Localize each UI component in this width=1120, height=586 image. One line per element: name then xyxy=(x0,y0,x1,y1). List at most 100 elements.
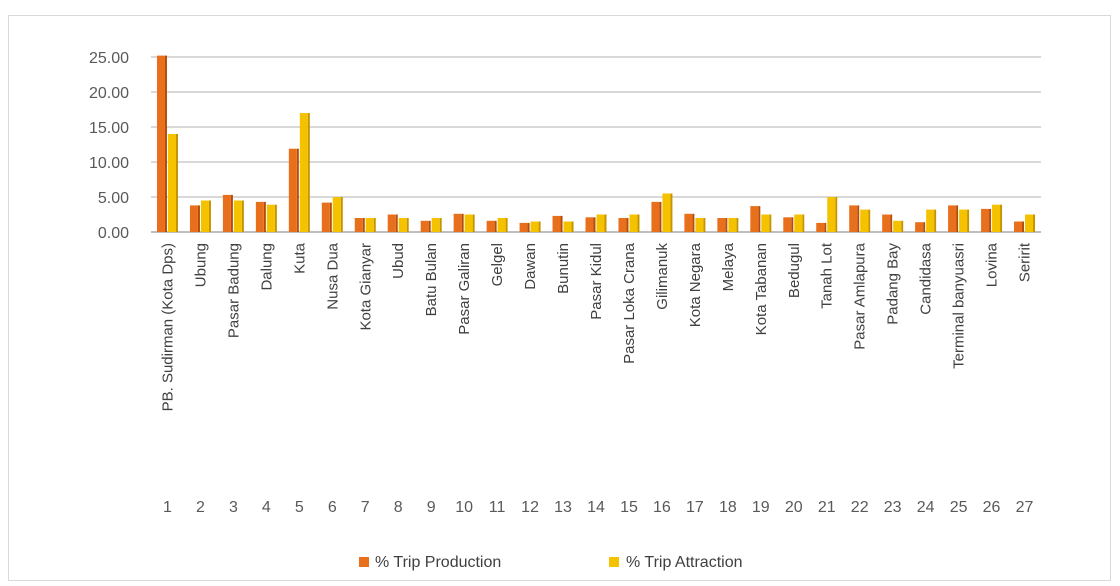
category-label: Gelgel xyxy=(489,243,506,286)
bar-attraction xyxy=(299,113,308,232)
category-label: Kuta xyxy=(291,242,308,274)
category-label: Seririt xyxy=(1017,242,1034,282)
index-label: 27 xyxy=(1016,499,1034,516)
index-label: 26 xyxy=(983,499,1001,516)
category-label: Dalung xyxy=(258,243,275,291)
bar-production-side xyxy=(263,201,266,232)
index-label: 15 xyxy=(620,499,638,516)
bar-production xyxy=(189,205,198,232)
index-label: 6 xyxy=(328,499,337,516)
category-label: Pasar Amlapura xyxy=(852,242,869,349)
legend-label-attraction: % Trip Attraction xyxy=(626,554,743,571)
bar-production-side xyxy=(857,205,860,232)
bar-attraction-side xyxy=(868,209,871,232)
index-label: 9 xyxy=(427,499,436,516)
category-label: Nusa Dua xyxy=(324,242,341,309)
bar-attraction-side xyxy=(175,134,178,232)
index-label: 21 xyxy=(818,499,836,516)
bar-attraction-side xyxy=(703,218,706,232)
bar-attraction xyxy=(695,218,704,232)
bar-attraction-side xyxy=(1000,204,1003,232)
bar-production-side xyxy=(824,222,827,232)
index-label: 20 xyxy=(785,499,803,516)
index-label: 12 xyxy=(521,499,539,516)
bar-attraction-side xyxy=(670,193,673,232)
category-label: Kota Gianyar xyxy=(357,243,374,331)
bar-production-side xyxy=(626,218,629,232)
bar-production xyxy=(453,213,462,232)
bar-attraction xyxy=(596,214,605,232)
bar-production-side xyxy=(527,222,530,232)
index-label: 25 xyxy=(950,499,968,516)
bar-production xyxy=(948,205,957,232)
category-label: Pasar Badung xyxy=(225,243,242,338)
bar-attraction-side xyxy=(439,218,442,232)
category-label: Kota Negara xyxy=(687,242,704,327)
bar-production-side xyxy=(725,218,728,232)
bars xyxy=(156,55,1036,232)
bar-attraction-side xyxy=(604,214,607,232)
bar-attraction xyxy=(497,218,506,232)
category-label: Melaya xyxy=(720,242,737,291)
bar-attraction xyxy=(563,221,572,232)
bar-production xyxy=(750,206,759,232)
bar-attraction-side xyxy=(967,209,970,232)
y-axis-ticks: 0.00 5.00 10.00 15.00 20.00 25.00 xyxy=(89,50,129,242)
y-tick-label: 15.00 xyxy=(89,120,129,137)
bar-attraction xyxy=(827,197,836,232)
bar-production xyxy=(585,217,594,232)
category-label: Candidasa xyxy=(918,242,935,314)
bar-attraction-side xyxy=(637,214,640,232)
index-label: 14 xyxy=(587,499,605,516)
bar-attraction xyxy=(464,214,473,232)
bar-production xyxy=(387,214,396,232)
index-label: 24 xyxy=(917,499,935,516)
bar-production xyxy=(816,222,825,232)
category-label: Padang Bay xyxy=(885,243,902,325)
bar-production-side xyxy=(791,217,794,232)
bar-attraction xyxy=(959,209,968,232)
bar-production-side xyxy=(659,201,662,232)
index-label: 8 xyxy=(394,499,403,516)
bar-production-side xyxy=(296,148,299,232)
bar-production xyxy=(849,205,858,232)
index-label: 19 xyxy=(752,499,770,516)
bar-production-side xyxy=(923,222,926,232)
category-label: Ubud xyxy=(390,243,407,279)
bar-production xyxy=(1014,221,1023,232)
bar-attraction xyxy=(761,214,770,232)
index-label: 16 xyxy=(653,499,671,516)
category-label: Pasar Loka Crana xyxy=(621,242,638,364)
bar-attraction-side xyxy=(505,218,508,232)
legend-swatch-attraction xyxy=(609,557,619,567)
category-label: Dawan xyxy=(522,243,539,290)
bar-attraction-side xyxy=(769,214,772,232)
bar-attraction-side xyxy=(901,220,904,232)
index-label: 18 xyxy=(719,499,737,516)
bar-attraction-side xyxy=(1033,214,1036,232)
category-label: Bedugul xyxy=(786,243,803,298)
bar-attraction xyxy=(893,220,902,232)
index-label: 3 xyxy=(229,499,238,516)
bar-attraction xyxy=(398,218,407,232)
bar-production xyxy=(882,214,891,232)
bar-production xyxy=(618,218,627,232)
bar-attraction-side xyxy=(835,197,838,232)
bar-attraction xyxy=(365,218,374,232)
index-label: 22 xyxy=(851,499,869,516)
bar-production-side xyxy=(956,205,959,232)
category-label: Ubung xyxy=(192,243,209,287)
y-tick-label: 10.00 xyxy=(89,155,129,172)
bar-production xyxy=(486,220,495,232)
y-tick-label: 20.00 xyxy=(89,85,129,102)
bar-production xyxy=(156,55,165,232)
category-label: Terminal banyuasri xyxy=(951,243,968,369)
bar-attraction-side xyxy=(934,209,937,232)
index-label: 1 xyxy=(163,499,172,516)
bar-attraction xyxy=(728,218,737,232)
bar-attraction-side xyxy=(241,200,244,232)
category-label: Batu Bulan xyxy=(423,243,440,316)
category-label: Pasar Galiran xyxy=(456,243,473,335)
bar-attraction-side xyxy=(406,218,409,232)
bar-attraction-side xyxy=(472,214,475,232)
